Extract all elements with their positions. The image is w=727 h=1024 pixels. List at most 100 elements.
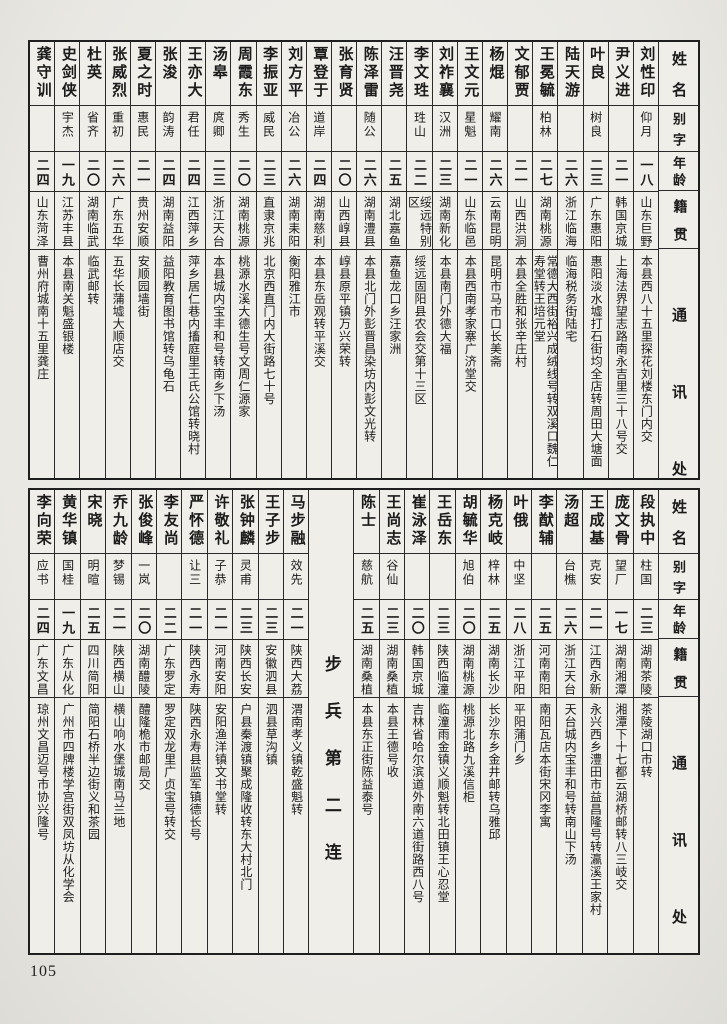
person-courtesy-name: 中坚 xyxy=(511,559,526,587)
person-name: 张俊峰 xyxy=(136,494,153,548)
person-courtesy-name: 君任 xyxy=(186,111,201,139)
roster-person-column: 刘祚襄 汉洲 二三 湖南新化 本县南门外德大福 xyxy=(431,42,457,478)
person-age: 二六 xyxy=(562,158,578,188)
person-age: 二二 xyxy=(161,606,177,636)
header-native-place: 籍贯 xyxy=(671,199,687,255)
person-courtesy-name: 梓林 xyxy=(486,559,501,587)
roster-person-column: 王成基 克安 二一 江西永新 永兴西乡澧田市益昌隆号转瀛溪王家村 xyxy=(581,490,608,953)
roster-person-column: 文郁贾 二一 山西洪洞 本县全胜和张辛庄村 xyxy=(507,42,533,478)
person-address: 临海税务街陆宅 xyxy=(563,255,578,343)
roster-person-column: 周霞东 秀生 二〇 湖南桃源 桃源水溪大德生号文周仁源家 xyxy=(230,42,256,478)
person-courtesy-name: 道岸 xyxy=(311,111,326,139)
person-name: 胡毓华 xyxy=(460,494,477,548)
company-title: 步兵第二连 xyxy=(321,655,341,890)
person-age: 二三 xyxy=(638,606,654,636)
person-address: 嘉鱼龙口乡汪家洲 xyxy=(387,255,402,355)
person-courtesy-name: 惠民 xyxy=(135,111,150,139)
person-age: 二一 xyxy=(512,158,528,188)
page-number: 105 xyxy=(30,963,57,980)
person-courtesy-name: 望厂 xyxy=(613,559,628,587)
person-address: 本县东正街陈益泰号 xyxy=(359,703,374,816)
roster-person-column: 王文元 星魁 二一 山东临邑 本县西南孝家寨广济堂交 xyxy=(456,42,482,478)
person-address: 本县东岳观转平溪交 xyxy=(312,255,327,368)
roster-person-column: 王岳东 二三 陕西临潼 临潼雨金镇义顺魁转北田镇王心忍堂 xyxy=(429,490,455,953)
person-courtesy-name: 慈航 xyxy=(359,559,374,587)
person-address: 罗定双龙里广贞宝号转交 xyxy=(162,703,177,841)
person-native-place: 广东惠阳 xyxy=(588,196,603,248)
person-native-place: 绥远特别区 xyxy=(407,196,432,248)
person-name: 乔九龄 xyxy=(110,494,127,548)
person-address: 惠阳淡水墟打石街均全店转周田大塘面 xyxy=(589,255,604,468)
person-native-place: 陕西大荔 xyxy=(289,644,304,696)
roster-person-column: 叶俄 中坚 二八 浙江平阳 平阳蒲门乡 xyxy=(505,490,532,953)
person-name: 马步融 xyxy=(288,494,305,548)
person-native-place: 湖南耒阳 xyxy=(286,196,301,248)
person-age: 二四 xyxy=(311,158,327,188)
roster-person-column: 李向荣 应书 二四 广东文昌 琼州文昌迈号市协兴隆号 xyxy=(30,490,55,953)
person-age: 二五 xyxy=(359,606,374,636)
person-native-place: 河南南阳 xyxy=(537,644,552,696)
person-age: 二一 xyxy=(587,606,603,636)
roster-person-column: 胡毓华 旭伯 二〇 湖南桃源 桃源北路九溪信柜 xyxy=(454,490,481,953)
roster-person-column: 陆天游 二六 浙江临海 临海税务街陆宅 xyxy=(557,42,583,478)
person-address: 长沙东乡金井邮转乌雅邱 xyxy=(486,703,501,841)
person-address: 桃源水溪大德生号文周仁源家 xyxy=(236,255,251,418)
person-name: 杨克岐 xyxy=(485,494,502,548)
roster-person-column: 刘方平 冶公 二六 湖南耒阳 衡阳雅江市 xyxy=(280,42,306,478)
person-native-place: 云南昆明 xyxy=(487,196,502,248)
person-native-place: 安徽泗县 xyxy=(263,644,278,696)
person-courtesy-name: 柱国 xyxy=(638,559,653,587)
roster-person-column: 许敬礼 子恭 二一 河南安阳 安阳渔洋镇文书堂转 xyxy=(206,490,233,953)
person-name: 叶俄 xyxy=(511,494,528,530)
person-address: 琼州文昌迈号市协兴隆号 xyxy=(35,703,50,841)
person-address: 本县北门外彭晋昌染坊内彭文光转 xyxy=(362,255,377,443)
header-courtesy-name: 别字 xyxy=(671,112,686,154)
person-address: 泗县草沟镇 xyxy=(264,703,279,766)
roster-table-bottom: 姓名 别字 年龄 籍贯 通讯处 段执中 柱国 二三 湖南茶陵 茶陵湖口市转 庞文… xyxy=(28,488,700,986)
person-address: 广州市四牌楼学宫街双凤坊从化学会 xyxy=(61,703,76,903)
person-age: 二三 xyxy=(210,158,226,188)
person-name: 张钟麟 xyxy=(237,494,254,548)
person-native-place: 山东菏泽 xyxy=(35,196,50,248)
header-address: 通讯处 xyxy=(670,307,686,538)
person-name: 严怀德 xyxy=(187,494,204,548)
person-age: 二〇 xyxy=(409,606,425,636)
person-name: 陈士 xyxy=(359,494,375,530)
person-name: 刘性印 xyxy=(638,46,655,100)
person-courtesy-name: 子恭 xyxy=(212,559,227,587)
person-name: 段执中 xyxy=(638,494,655,548)
person-age: 二一 xyxy=(288,606,304,636)
person-courtesy-name: 谷仙 xyxy=(384,559,399,587)
person-address: 本县西八十五里探花刘楼东门内交 xyxy=(639,255,654,443)
roster-person-column: 杨克岐 梓林 二五 湖南长沙 长沙东乡金井邮转乌雅邱 xyxy=(480,490,506,953)
roster-person-column: 覃登于 道岸 二四 湖南慈利 本县东岳观转平溪交 xyxy=(305,42,331,478)
person-name: 刘方平 xyxy=(286,46,303,100)
person-address: 永兴西乡澧田市益昌隆号转瀛溪王家村 xyxy=(588,703,603,916)
person-address: 本县西南孝家寨广济堂交 xyxy=(463,255,478,393)
roster-person-column: 李文珄 珄山 二二 绥远特别区 绥远固阳县农会交第十三区 xyxy=(406,42,432,478)
person-address: 昆明市马市口长美斋 xyxy=(488,255,503,368)
person-address: 萍乡居仁巷内搐庭里王氏公馆转晓村 xyxy=(186,255,201,455)
roster-person-column: 史剑侠 宇杰 一九 江苏丰县 本县南关魁盛银楼 xyxy=(54,42,80,478)
person-age: 二三 xyxy=(261,158,277,188)
person-address: 茶陵湖口市转 xyxy=(639,703,654,778)
person-age: 二〇 xyxy=(235,158,251,188)
person-age: 二三 xyxy=(435,606,451,636)
roster-person-column: 崔泳泽 二〇 韩国京城 吉林省哈尔滨道外南六道街路西八号 xyxy=(404,490,430,953)
person-native-place: 江苏丰县 xyxy=(60,196,75,248)
roster-person-column: 段执中 柱国 二三 湖南茶陵 茶陵湖口市转 xyxy=(632,490,658,953)
person-age: 二一 xyxy=(135,158,151,188)
person-courtesy-name: 珄山 xyxy=(412,111,427,139)
person-native-place: 湖南桃源 xyxy=(538,196,553,248)
company-label-column: 步兵第二连 xyxy=(308,490,355,953)
person-address: 本县王德号收 xyxy=(385,703,400,778)
roster-person-column: 陈士 慈航 二五 湖南桑植 本县东正街陈益泰号 xyxy=(354,490,379,953)
roster-person-column: 李友尚 二二 广东罗定 罗定双龙里广贞宝号转交 xyxy=(156,490,182,953)
person-name: 黄华镇 xyxy=(60,494,77,548)
person-name: 庞文骨 xyxy=(612,494,629,548)
roster-person-column: 杜英 省齐 二〇 湖南临武 临武邮转 xyxy=(79,42,105,478)
person-native-place: 陕西横山 xyxy=(111,644,126,696)
header-column-bottom: 姓名 别字 年龄 籍贯 通讯处 xyxy=(658,490,698,986)
roster-person-column: 张钟麟 灵甫 二三 陕西长安 户县秦渡镇聚成隆收转东大村北门 xyxy=(232,490,258,953)
person-courtesy-name: 克安 xyxy=(588,559,603,587)
